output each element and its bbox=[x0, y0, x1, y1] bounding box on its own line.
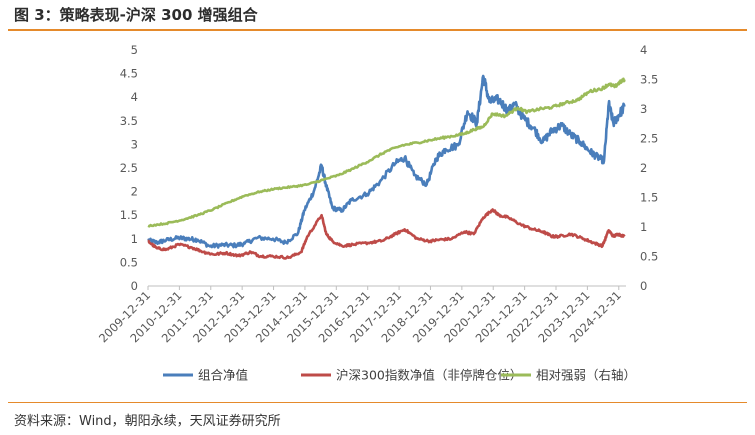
right-tick-label: 2 bbox=[640, 161, 647, 175]
right-tick-label: 3 bbox=[640, 102, 647, 116]
right-tick-label: 4 bbox=[640, 43, 647, 57]
series-line-2 bbox=[147, 77, 626, 228]
source-divider bbox=[8, 402, 747, 403]
left-tick-label: 2.5 bbox=[120, 161, 138, 175]
left-tick-label: 3.5 bbox=[120, 114, 138, 128]
left-tick-label: 0 bbox=[131, 279, 138, 293]
left-tick-label: 1.5 bbox=[120, 208, 138, 222]
series-lines bbox=[147, 74, 626, 260]
left-tick-label: 0.5 bbox=[120, 255, 138, 269]
left-axis: 0 0.5 1 1.5 2 2.5 3 3.5 4 4.5 5 bbox=[120, 43, 138, 293]
title-divider bbox=[8, 29, 747, 31]
right-tick-label: 3.5 bbox=[640, 73, 658, 87]
legend: 组合净值 沪深300指数净值（非停牌仓位） 相对强弱（右轴） bbox=[163, 368, 636, 383]
left-tick-label: 1 bbox=[131, 232, 138, 246]
series-line-1 bbox=[147, 208, 626, 260]
right-tick-label: 1.5 bbox=[640, 191, 658, 205]
right-tick-label: 0 bbox=[640, 279, 647, 293]
line-chart: 00.511.522.533.544.55 00.511.522.533.54 … bbox=[96, 43, 658, 383]
x-axis: 2009-12-312010-12-312011-12-312012-12-31… bbox=[96, 286, 624, 345]
figure-header: 图 3：策略表现-沪深 300 增强组合 bbox=[0, 0, 755, 31]
left-tick-label: 3 bbox=[131, 137, 138, 151]
left-tick-label: 5 bbox=[131, 43, 138, 57]
source-note: 资料来源：Wind，朝阳永续，天风证券研究所 bbox=[14, 414, 281, 429]
left-tick-label: 4 bbox=[131, 90, 138, 104]
right-tick-label: 0.5 bbox=[640, 250, 658, 264]
legend-label: 沪深300指数净值（非停牌仓位） bbox=[336, 368, 522, 383]
legend-label: 组合净值 bbox=[198, 368, 248, 383]
legend-label: 相对强弱（右轴） bbox=[536, 368, 636, 383]
left-tick-label: 2 bbox=[131, 185, 138, 199]
figure-title: 图 3：策略表现-沪深 300 增强组合 bbox=[14, 6, 258, 24]
right-axis: 0 0.5 1 1.5 2 2.5 3 3.5 4 bbox=[640, 43, 658, 293]
right-tick-label: 2.5 bbox=[640, 132, 658, 146]
left-tick-label: 4.5 bbox=[120, 67, 138, 81]
series-line-0 bbox=[147, 74, 626, 249]
right-tick-label: 1 bbox=[640, 220, 647, 234]
